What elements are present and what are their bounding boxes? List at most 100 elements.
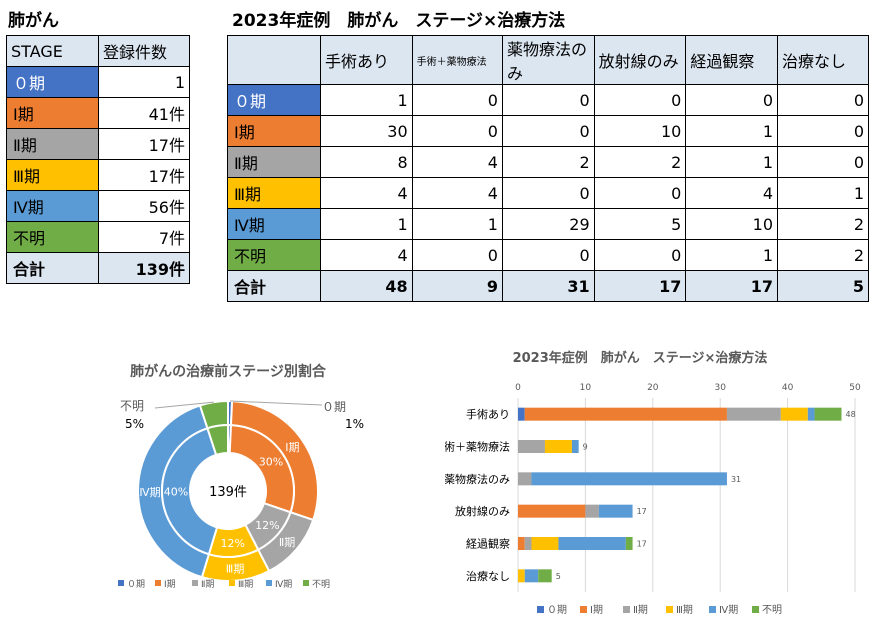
treatment-total: 48 (319, 270, 413, 302)
treatment-value: 2 (777, 208, 869, 240)
treatment-value: 4 (411, 177, 503, 209)
donut-inner-slice (161, 427, 219, 556)
left-title: 肺がん (8, 11, 59, 31)
stage-table-row: Ⅱ期 17件 (6, 128, 190, 160)
bar-chart: 2023年症例 肺がん ステージ×治療方法 0 10 20 30 40 50 手術あり 48 手術… (445, 350, 861, 616)
bar-total-label: 48 (846, 410, 856, 419)
donut-inner-slice (228, 424, 295, 514)
legend-label: Ⅱ期 (201, 579, 214, 590)
bar-total-label: 17 (637, 507, 647, 516)
donut-chart: 肺がんの治療前ステージ別割合 139件 30% 12% 12% 40% Ⅰ期 Ⅱ期 Ⅲ期 Ⅳ期 ０期… (118, 363, 364, 590)
treatment-value: 0 (411, 84, 503, 116)
bar-segment (726, 407, 781, 421)
total-value: 139件 (98, 252, 190, 284)
treatment-value: 0 (593, 177, 687, 209)
stage-label: Ⅱ期 (227, 146, 321, 178)
treatment-value: 0 (777, 84, 869, 116)
bar-segment (625, 537, 633, 550)
bar-segment (571, 440, 579, 453)
y-category-label: 治療なし (466, 569, 510, 583)
treatment-value: 1 (685, 146, 779, 178)
treatment-table-row: Ⅰ期 30 0 0 10 1 0 (227, 115, 869, 147)
callout-line (154, 401, 214, 409)
legend-label: Ⅳ期 (275, 579, 292, 590)
stage-count: 17件 (98, 159, 190, 191)
right-title: 2023年症例 肺がん ステージ×治療方法 (232, 11, 566, 31)
bar-total-label: 31 (731, 475, 741, 484)
bar-segment (518, 440, 545, 453)
legend-label: Ⅱ期 (633, 604, 648, 616)
bar-segment (780, 407, 808, 421)
treatment-value: 30 (319, 115, 413, 147)
x-tick-label: 30 (714, 383, 726, 393)
legend-label: Ⅰ期 (590, 604, 603, 616)
bar-segment (524, 537, 532, 550)
x-tick-label: 0 (515, 383, 521, 393)
legend-label: Ⅲ期 (676, 604, 693, 616)
legend-swatch (580, 606, 587, 613)
y-category-label: 手術＋薬物療法 (445, 440, 510, 454)
treatment-value: 0 (593, 84, 687, 116)
stage-label: ０期 (6, 66, 99, 98)
stage-count: 1 (98, 66, 190, 98)
donut-percent-label: 30% (259, 456, 283, 469)
stage-label: Ⅲ期 (227, 177, 321, 209)
legend-label: ０期 (127, 579, 145, 590)
stage-table-header-row: STAGE 登録件数 (6, 35, 190, 67)
x-tick-label: 50 (849, 383, 861, 393)
stage-label: 不明 (6, 221, 99, 253)
treatment-total: 5 (777, 270, 869, 302)
treatment-value: 1 (319, 84, 413, 116)
y-category-label: 薬物療法のみ (445, 472, 510, 486)
callout-stage-unknown: 不明 (120, 399, 144, 413)
treatment-value: 1 (685, 115, 779, 147)
bar-segment (531, 472, 727, 486)
donut-center-label: 139件 (209, 485, 247, 500)
treatment-table-row: Ⅲ期 4 4 0 0 4 1 (227, 177, 869, 209)
stage-table-row: 不明 7件 (6, 221, 190, 253)
stage-label: Ⅰ期 (227, 115, 321, 147)
legend-swatch (266, 580, 272, 586)
treatment-value: 1 (685, 239, 779, 271)
treatment-header: 放射線のみ (593, 35, 687, 85)
bar-segment (585, 504, 599, 518)
legend-swatch (666, 606, 673, 613)
callout-percent-0: 1% (345, 417, 364, 431)
stage-count: 7件 (98, 221, 190, 253)
stage-label: Ⅳ期 (6, 190, 99, 222)
donut-title: 肺がんの治療前ステージ別割合 (130, 363, 327, 380)
stage-table: STAGE 登録件数 ０期 1 Ⅰ期 41件 Ⅱ期 17件 Ⅲ期 17件 Ⅳ期 56件 不明 7件 合計 13… (6, 35, 190, 284)
treatment-table: 手術あり 手術＋薬物療法 薬物療法のみ 放射線のみ 経過観察 治療なし ０期 1 0 0 0 0 0 Ⅰ期… (227, 35, 869, 302)
bar-segment (524, 407, 727, 421)
bar-total-label: 9 (583, 443, 588, 452)
treatment-value: 0 (411, 239, 503, 271)
treatment-value: 2 (777, 239, 869, 271)
legend-swatch (537, 606, 544, 613)
treatment-value: 10 (685, 208, 779, 240)
treatment-total: 31 (501, 270, 595, 302)
stage-label: Ⅳ期 (227, 208, 321, 240)
legend-swatch (192, 580, 198, 586)
treatment-value: 5 (593, 208, 687, 240)
donut-percent-label: 12% (255, 519, 279, 532)
stage-count: 17件 (98, 128, 190, 160)
treatment-value: 10 (593, 115, 687, 147)
bar-total-label: 17 (637, 540, 647, 549)
treatment-value: 0 (777, 146, 869, 178)
bar-segment (544, 440, 572, 453)
stage-table-row: Ⅳ期 56件 (6, 190, 190, 222)
legend-swatch (303, 580, 309, 586)
bar-segment (807, 407, 815, 421)
legend-swatch (709, 606, 716, 613)
bar-segment (814, 407, 842, 421)
legend-swatch (118, 580, 124, 586)
legend-swatch (229, 580, 235, 586)
y-category-label: 経過観察 (466, 537, 510, 551)
treatment-total: 17 (685, 270, 779, 302)
treatment-value: 0 (501, 115, 595, 147)
donut-percent-label: 12% (220, 537, 244, 550)
stage-label: Ⅱ期 (6, 128, 99, 160)
treatment-value: 1 (319, 208, 413, 240)
treatment-value: 1 (411, 208, 503, 240)
treatment-value: 0 (501, 239, 595, 271)
